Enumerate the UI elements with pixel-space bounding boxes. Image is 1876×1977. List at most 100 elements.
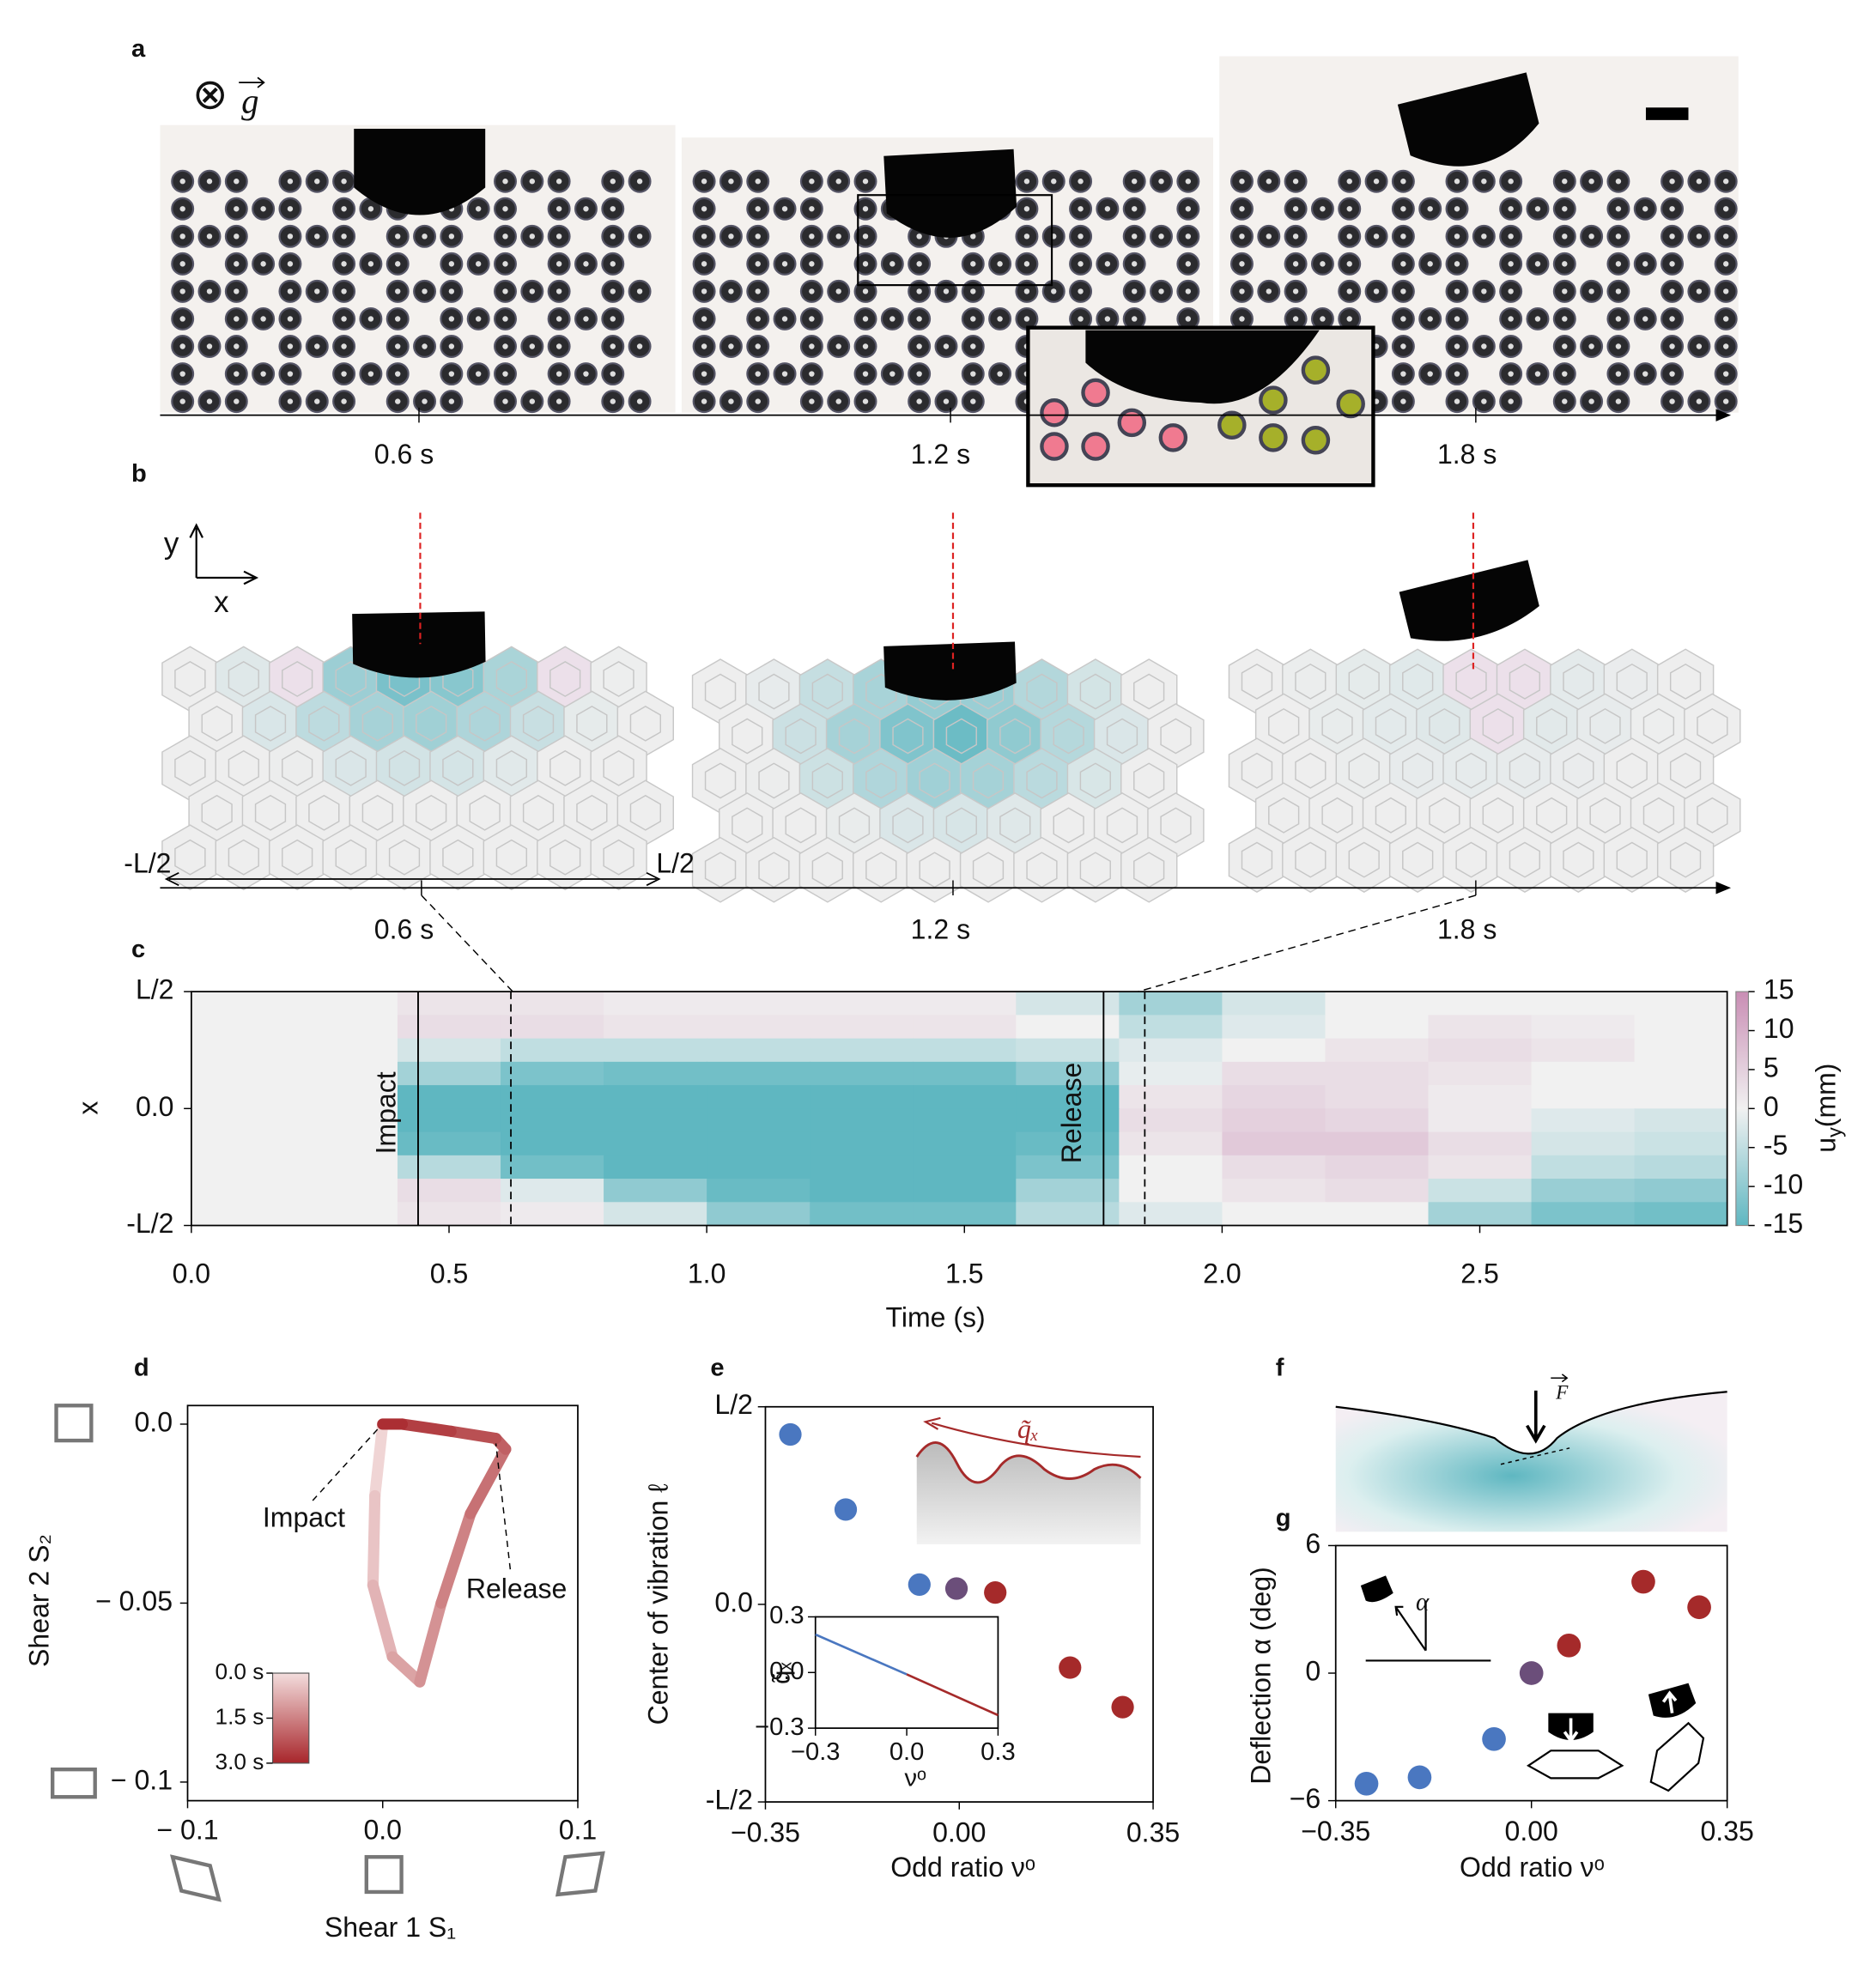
hex-inner [1026,762,1058,799]
robot-hub [395,261,401,267]
robot-hub [610,206,616,212]
inset-line [815,1633,908,1676]
robot-hub [755,398,761,404]
robot-hub [1239,179,1245,185]
point [1354,1771,1379,1796]
robot-hub [943,288,950,294]
robot-hub [701,261,707,267]
heat-cell [707,1108,811,1133]
robot-hub [1078,233,1084,240]
heat-cell [1119,1085,1223,1110]
cbar-tick-label: 1.5 s [216,1703,264,1729]
heat-cell [294,992,398,1016]
heat-cell [1119,1202,1223,1227]
robot-hub [1615,343,1622,349]
hex-inner [1509,752,1541,789]
robot-hub [475,316,482,322]
robot-hub [1292,288,1299,294]
hex-inner [865,762,897,799]
robot-hub [287,398,294,404]
panel-label: g [1276,1505,1291,1532]
robot-hub [1722,343,1729,349]
hex-inner [228,749,259,786]
robot-hub [1346,233,1352,240]
robot-hub [1562,261,1568,267]
heat-cell [1531,1038,1636,1063]
robot-hub [1239,206,1245,212]
marked-unit [1040,397,1069,428]
robot-hub [970,371,976,377]
robot-hub [234,206,240,212]
heat-cell [913,1085,1017,1110]
heat-cell [604,1015,708,1040]
heat-cell [294,1202,398,1227]
edge-left: -L/2 [124,847,171,878]
robot-hub [287,233,294,240]
robot-hub [728,179,734,185]
annotation-leader [312,1428,379,1501]
robot-hub [610,288,616,294]
robot-hub [1185,261,1192,267]
robot-hub [835,288,841,294]
y-tick-label: 6 [1305,1528,1320,1559]
heat-cell [1634,1155,1728,1180]
robot-hub [809,206,815,212]
robot-hub [1615,206,1622,212]
robot-hub [529,398,536,404]
heat-cell [1016,1179,1120,1204]
hex-inner [732,807,763,844]
annotation: Release [466,1573,568,1604]
robot-hub [1158,233,1164,240]
width-arrow [164,871,661,887]
robot-hub [556,343,562,349]
robot-hub [610,371,616,377]
heat-cell [1325,1179,1430,1204]
y-tick-label: L/2 [136,974,174,1005]
robot-hub [1131,261,1138,267]
heat-cell [501,1155,604,1180]
hex-inner [1697,797,1728,834]
heat-cell [1016,1038,1120,1063]
point [1407,1765,1432,1790]
robot-hub [755,316,761,322]
robot-hub [341,398,347,404]
robot-hub [556,261,562,267]
heat-cell [913,1202,1017,1227]
y-tick-label: −6 [1290,1783,1321,1814]
heat-cell [1428,992,1533,1016]
force-arrow [1526,1390,1546,1444]
robot-hub [422,398,428,404]
hex-inner [1375,797,1407,834]
hex-inner [361,794,393,831]
heat-cell [1119,992,1223,1016]
heat-cell [1531,1015,1636,1040]
robot-hub [1722,179,1729,185]
heat-cell [1531,1131,1636,1156]
robot-hub [997,316,1003,322]
icon-angle [1394,1600,1427,1652]
heat-cell [1634,1108,1728,1133]
robot-hub [448,371,455,377]
robot-hub [1400,261,1406,267]
robot-hub [889,261,896,267]
heat-cell [604,1179,708,1204]
y-tick-label: L/2 [714,1389,753,1420]
heat-cell [707,1179,811,1204]
robot-hub [862,371,869,377]
hex-inner [704,673,737,710]
heat-cell [191,1202,295,1227]
hex-inner [1160,718,1192,755]
robot-hub [1104,316,1111,322]
cbar-tick-label: -15 [1764,1208,1803,1239]
robot-hub [1078,288,1084,294]
heat-cell [707,1015,811,1040]
robot-hub [1185,288,1192,294]
hex-inner [1669,663,1702,700]
intruder-zoom [1085,330,1320,404]
heat-cell [707,1038,811,1063]
robot-hub [260,261,266,267]
robot-hub [1508,233,1514,240]
robot-hub [502,343,508,349]
inset-line [906,1673,999,1717]
